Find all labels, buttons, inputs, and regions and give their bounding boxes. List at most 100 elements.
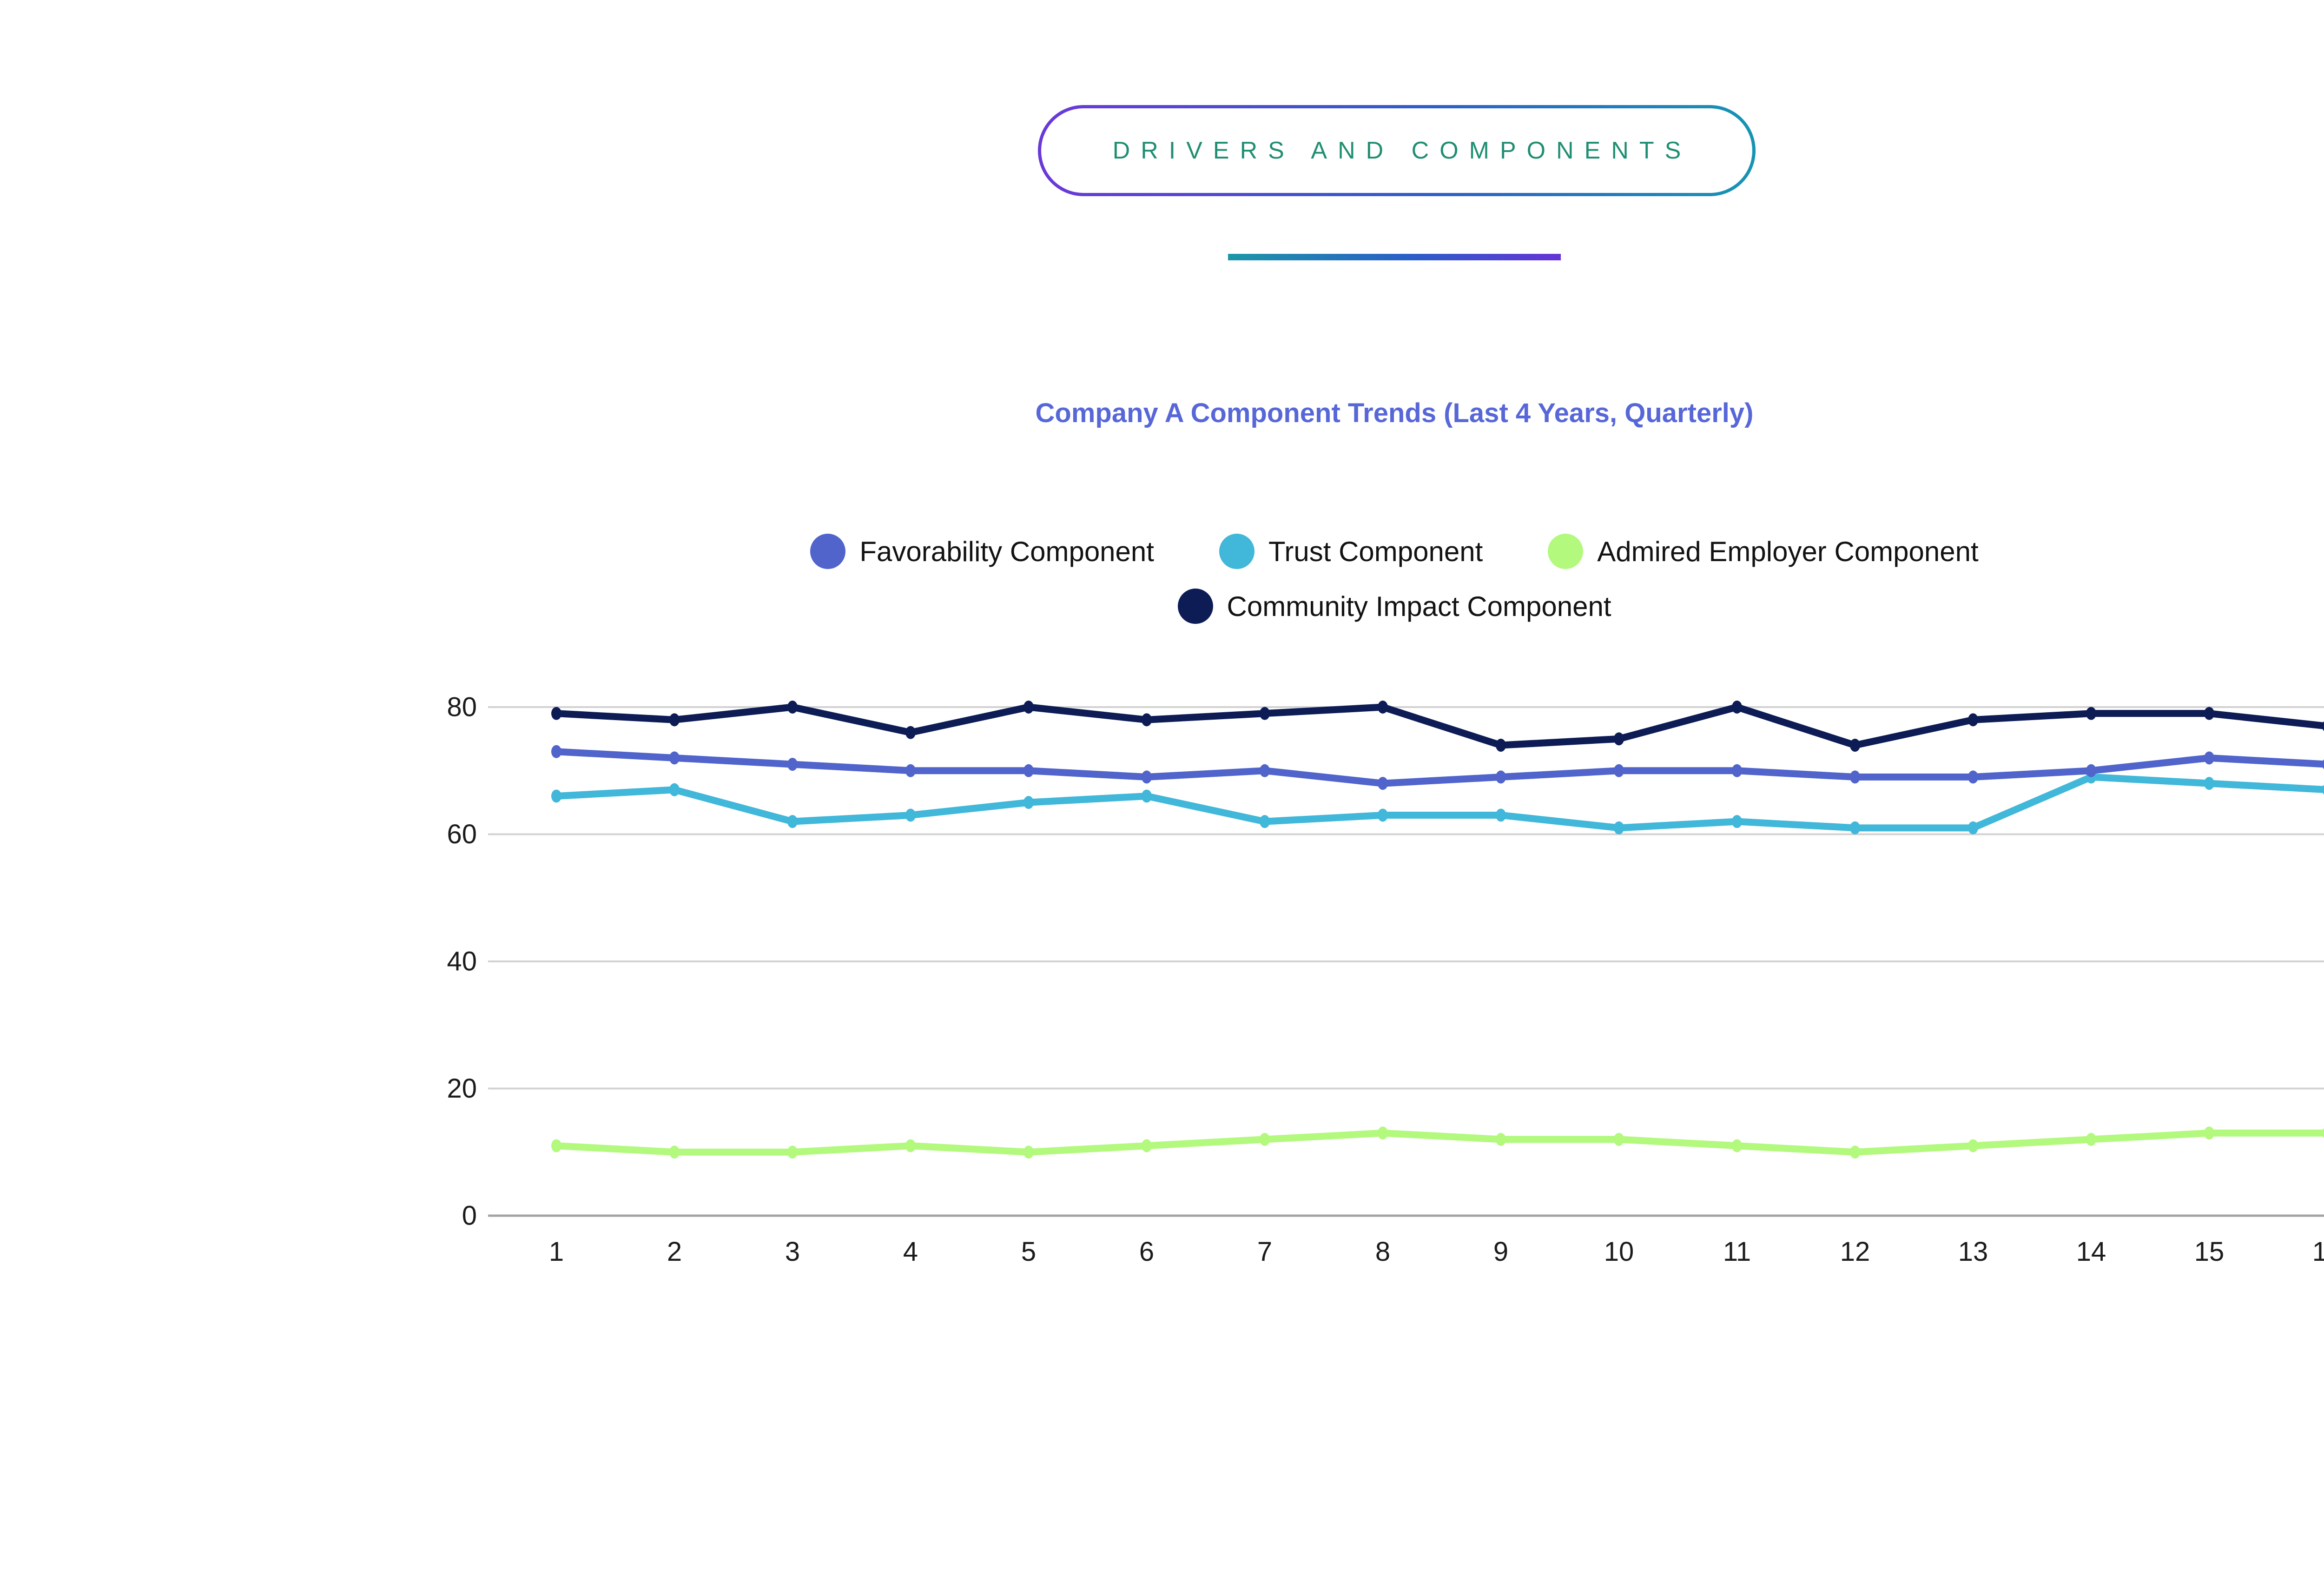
legend-item-admired-employer-component[interactable]: Admired Employer Component [1548,534,1979,569]
data-point-admired-employer-component-q5 [1023,1145,1034,1159]
y-tick-label-80: 80 [447,692,477,722]
data-point-trust-component-q7 [1260,815,1270,828]
legend-dot-trust-component [1219,534,1254,569]
data-point-admired-employer-component-q13 [1968,1139,1978,1152]
x-tick-label-8: 8 [1375,1237,1390,1267]
data-point-trust-component-q15 [2204,777,2214,790]
gradient-divider [1228,254,1561,260]
data-point-favorability-component-q10 [1614,764,1624,777]
data-point-favorability-component-q9 [1496,770,1506,784]
legend-dot-favorability-component [810,534,846,569]
data-point-community-impact-component-q6 [1142,713,1152,727]
x-tick-label-1: 1 [549,1237,564,1267]
series-line-trust-component [553,773,2324,832]
data-point-trust-component-q3 [787,815,798,828]
data-point-community-impact-component-q13 [1968,713,1978,727]
x-tick-label-2: 2 [667,1237,682,1267]
section-badge-label: DRIVERS AND COMPONENTS [1112,137,1692,164]
data-point-trust-component-q1 [551,789,561,803]
data-point-trust-component-q13 [1968,821,1978,834]
data-point-community-impact-component-q9 [1496,739,1506,752]
data-point-favorability-component-q8 [1378,777,1388,790]
x-tick-label-13: 13 [1958,1237,1988,1267]
data-point-favorability-component-q6 [1142,770,1152,784]
line-chart: 02040608012345678910111213141516 [447,692,2324,1267]
data-point-community-impact-component-q15 [2204,707,2214,720]
data-point-trust-component-q8 [1378,808,1388,822]
data-point-favorability-component-q5 [1023,764,1034,777]
x-tick-label-10: 10 [1604,1237,1634,1267]
y-tick-label-60: 60 [447,819,477,849]
data-point-favorability-component-q16 [2322,759,2324,769]
x-tick-label-14: 14 [2076,1237,2106,1267]
data-point-favorability-component-q1 [551,745,561,758]
data-point-favorability-component-q11 [1732,764,1742,777]
data-point-community-impact-component-q2 [669,713,680,727]
data-point-trust-component-q9 [1496,808,1506,822]
x-tick-label-5: 5 [1021,1237,1036,1267]
data-point-favorability-component-q14 [2086,764,2096,777]
data-point-community-impact-component-q10 [1614,732,1624,746]
x-tick-label-16: 16 [2312,1237,2324,1267]
x-tick-label-11: 11 [1723,1237,1751,1267]
legend-item-trust-component[interactable]: Trust Component [1219,534,1483,569]
data-point-favorability-component-q7 [1260,764,1270,777]
data-point-trust-component-q11 [1732,815,1742,828]
data-point-admired-employer-component-q10 [1614,1132,1624,1146]
data-point-favorability-component-q2 [669,751,680,765]
data-point-admired-employer-component-q4 [905,1139,916,1152]
x-tick-label-9: 9 [1493,1237,1508,1267]
section-badge: DRIVERS AND COMPONENTS [1038,105,1756,196]
legend-item-favorability-component[interactable]: Favorability Component [810,534,1154,569]
series-line-admired-employer-component [553,1129,2324,1156]
data-point-community-impact-component-q5 [1023,701,1034,714]
data-point-favorability-component-q15 [2204,751,2214,765]
chart-legend: Favorability Component Trust Component Adm… [0,534,2324,624]
data-point-community-impact-component-q8 [1378,701,1388,714]
data-point-admired-employer-component-q2 [669,1145,680,1159]
data-point-admired-employer-component-q7 [1260,1132,1270,1146]
data-point-favorability-component-q4 [905,764,916,777]
legend-label: Community Impact Component [1227,590,1611,622]
data-point-trust-component-q6 [1142,789,1152,803]
data-point-community-impact-component-q3 [787,701,798,714]
legend-label: Admired Employer Component [1597,536,1979,567]
section-badge-inner: DRIVERS AND COMPONENTS [1041,108,1752,193]
legend-dot-admired-employer-component [1548,534,1584,569]
data-point-community-impact-component-q7 [1260,707,1270,720]
data-point-trust-component-q2 [669,783,680,796]
legend-label: Favorability Component [859,536,1154,567]
x-tick-label-6: 6 [1139,1237,1154,1267]
data-point-admired-employer-component-q12 [1850,1145,1860,1159]
data-point-community-impact-component-q1 [551,707,561,720]
data-point-community-impact-component-q12 [1850,739,1860,752]
x-tick-label-3: 3 [785,1237,800,1267]
x-tick-label-4: 4 [903,1237,918,1267]
data-point-trust-component-q16 [2322,784,2324,795]
data-point-community-impact-component-q11 [1732,701,1742,714]
data-point-admired-employer-component-q16 [2322,1128,2324,1139]
data-point-favorability-component-q12 [1850,770,1860,784]
data-point-admired-employer-component-q3 [787,1145,798,1159]
data-point-favorability-component-q13 [1968,770,1978,784]
x-tick-label-12: 12 [1840,1237,1870,1267]
x-tick-label-7: 7 [1257,1237,1272,1267]
data-point-admired-employer-component-q8 [1378,1126,1388,1140]
legend-item-community-impact-component[interactable]: Community Impact Component [1177,589,1611,624]
data-point-admired-employer-component-q14 [2086,1132,2096,1146]
data-point-trust-component-q4 [905,808,916,822]
y-tick-label-20: 20 [447,1073,477,1104]
y-tick-label-40: 40 [447,947,477,977]
legend-row-1: Favorability Component Trust Component Adm… [810,534,1979,569]
series-line-favorability-component [553,748,2324,787]
data-point-community-impact-component-q14 [2086,707,2096,720]
data-point-trust-component-q10 [1614,821,1624,834]
legend-row-2: Community Impact Component [1177,589,1611,624]
data-point-community-impact-component-q4 [905,726,916,739]
data-point-admired-employer-component-q11 [1732,1139,1742,1152]
data-point-trust-component-q5 [1023,796,1034,809]
data-point-admired-employer-component-q1 [551,1139,561,1152]
data-point-admired-employer-component-q9 [1496,1132,1506,1146]
legend-dot-community-impact-component [1177,589,1213,624]
